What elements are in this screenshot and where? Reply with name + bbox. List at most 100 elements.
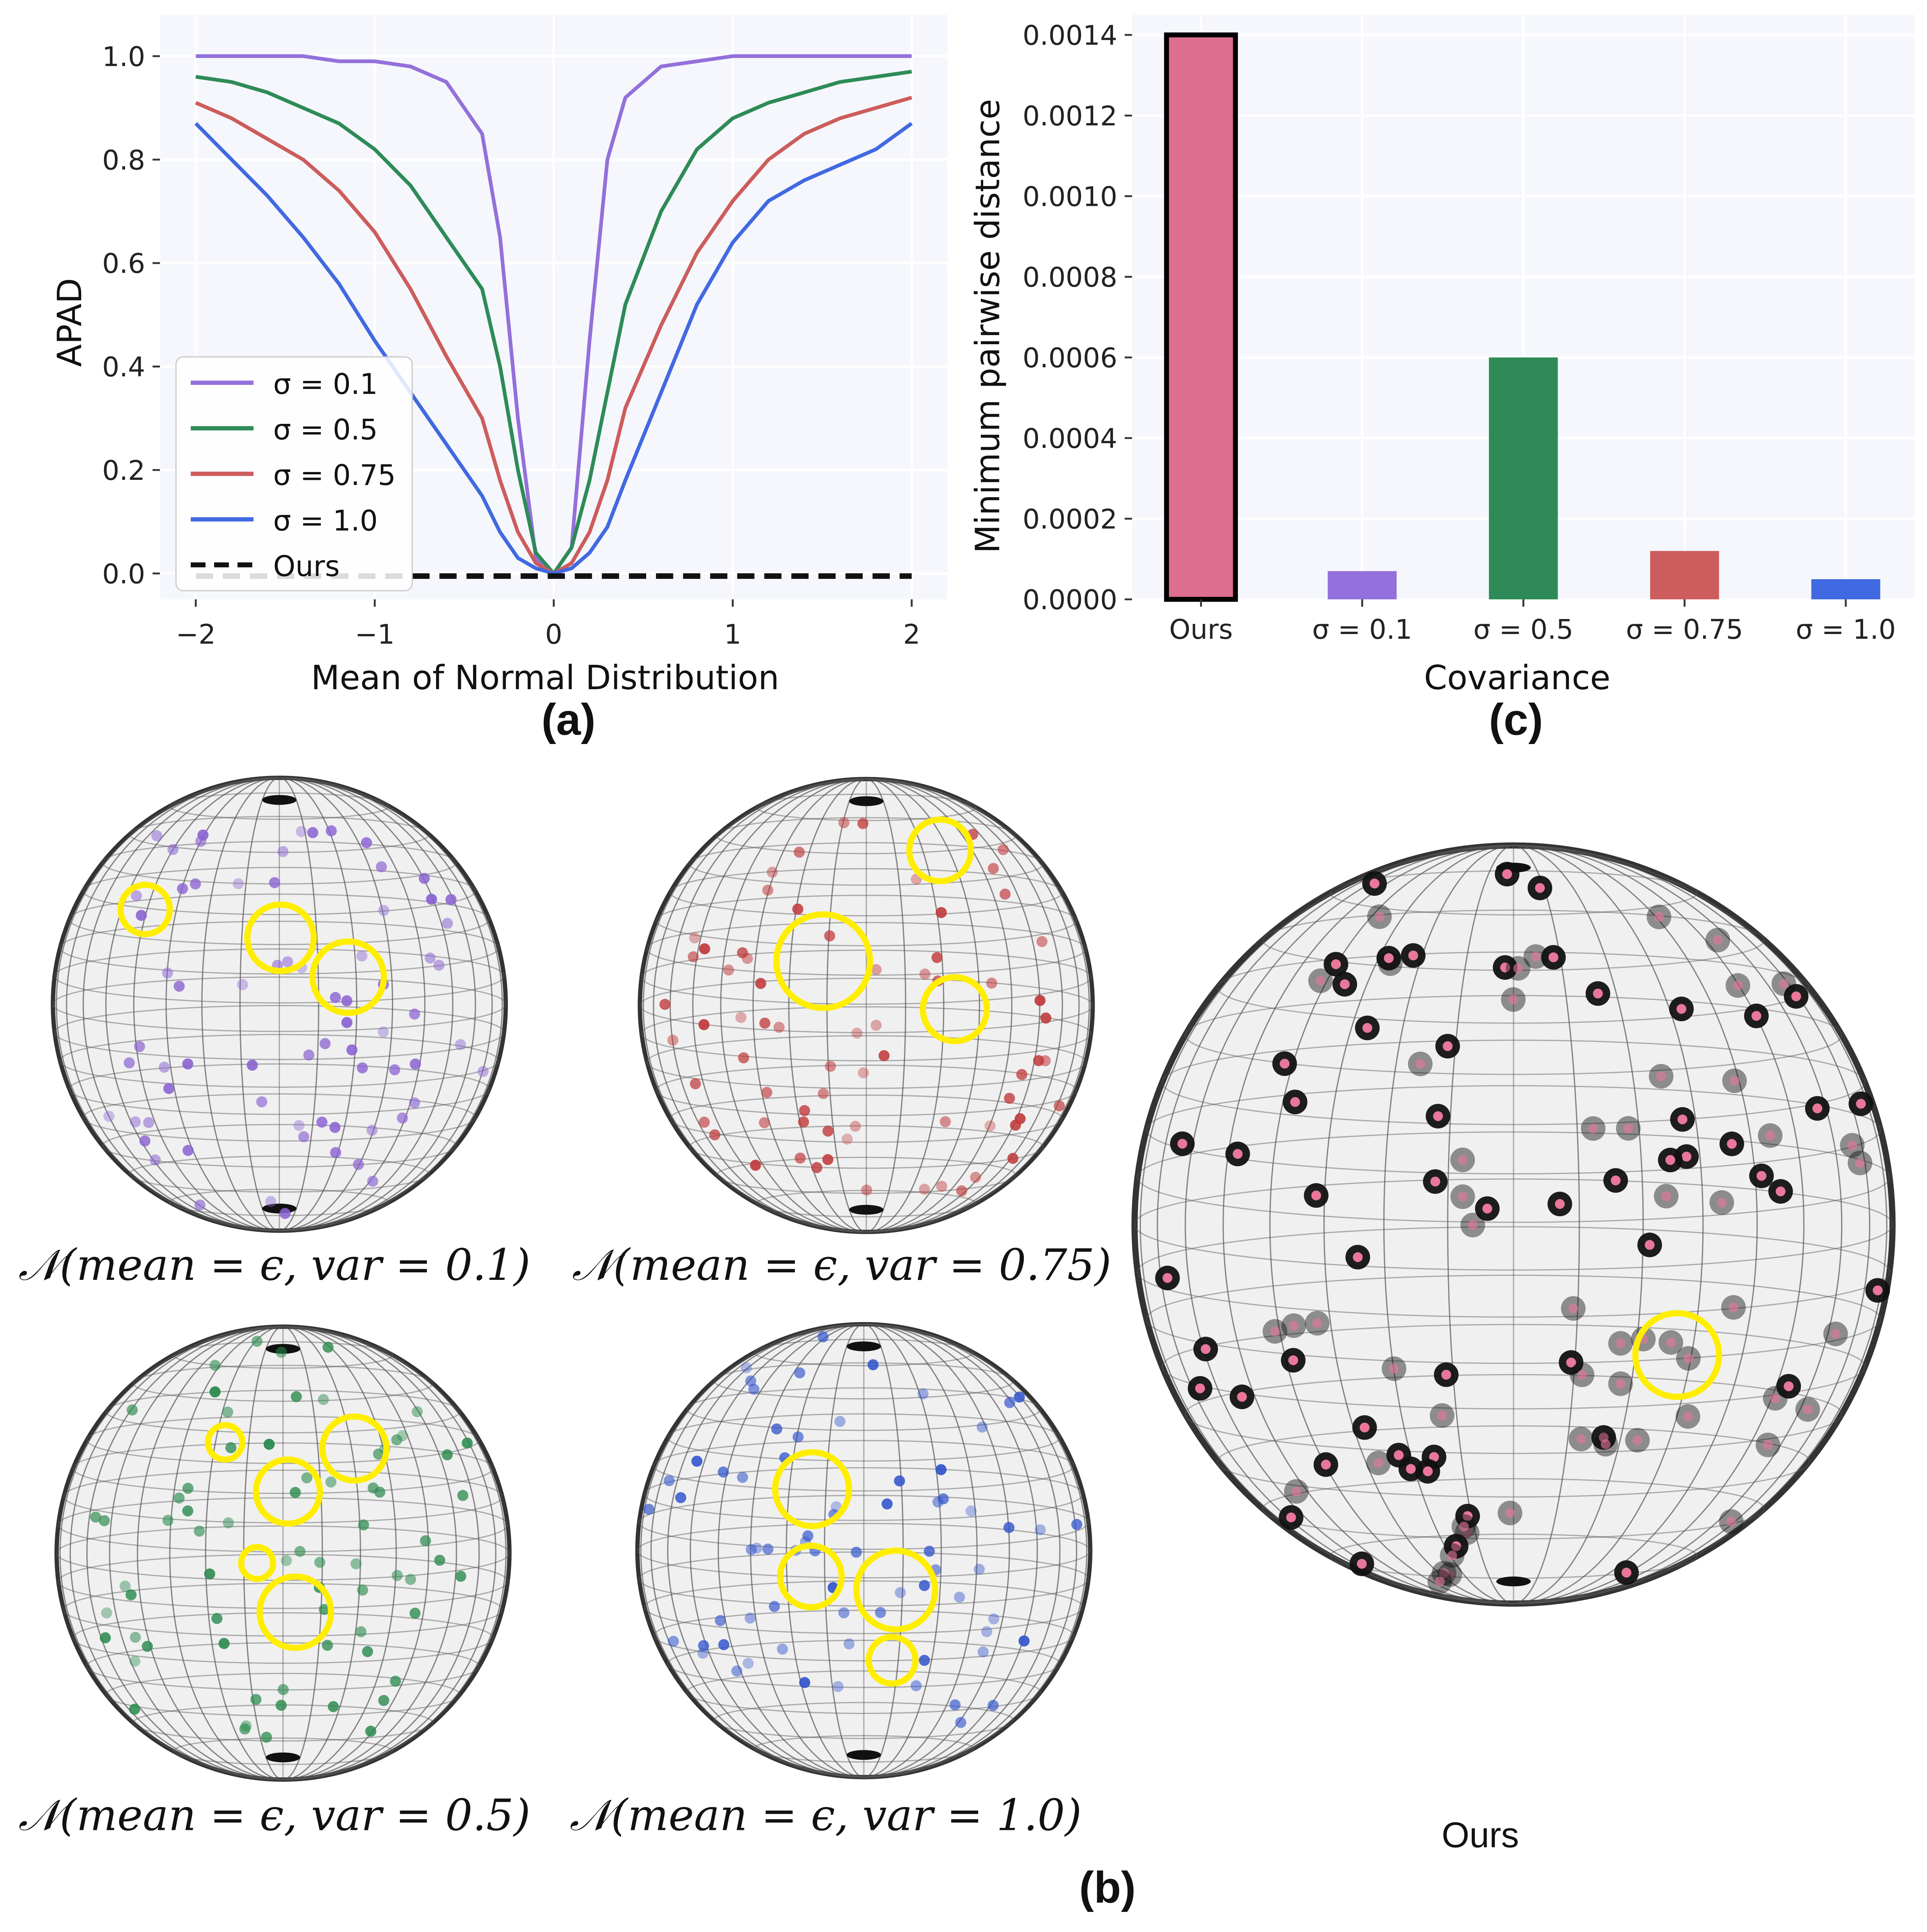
sample-point <box>919 1184 930 1195</box>
sample-point <box>690 1078 701 1089</box>
sample-point <box>353 1159 364 1170</box>
sphere-caption-var-0.1: 𝒩(mean = ϵ, var = 0.1) <box>19 1240 531 1290</box>
sample-point <box>1007 1152 1019 1164</box>
sample-point <box>293 1120 305 1131</box>
sample-point <box>777 1643 788 1655</box>
y-tick-label: 0.8 <box>102 145 145 176</box>
chart-a-y-ticks: 0.0 0.2 0.4 0.6 0.8 1.0 <box>102 41 160 590</box>
sample-point <box>341 1017 352 1028</box>
meridian <box>1185 845 1843 1604</box>
sample-point <box>794 1152 806 1164</box>
sample-point <box>136 910 147 921</box>
parallel <box>54 948 505 1004</box>
sample-point <box>769 1601 780 1612</box>
ours-point-core <box>1726 1516 1737 1527</box>
meridian <box>720 778 1013 1233</box>
sample-point <box>699 943 710 955</box>
sample-point <box>799 1105 810 1116</box>
sphere-caption-var-1.0: 𝒩(mean = ϵ, var = 1.0) <box>570 1790 1082 1840</box>
parallel <box>69 1063 490 1115</box>
legend-label-sigma-0.75: σ = 0.75 <box>273 459 396 492</box>
sample-point <box>290 1487 301 1498</box>
sample-point <box>425 952 436 964</box>
meridian <box>105 777 454 1231</box>
ours-point-core <box>1311 1190 1321 1201</box>
meridian <box>788 778 945 1233</box>
ours-point-core <box>1555 1199 1565 1209</box>
sample-point <box>984 1120 996 1132</box>
meridian <box>1185 845 1843 1604</box>
sphere-pole-bottom <box>849 1205 884 1215</box>
parallel <box>52 976 507 1032</box>
meridian <box>1383 845 1644 1604</box>
meridian <box>650 1323 1077 1778</box>
sample-point <box>239 1723 251 1735</box>
sample-point <box>1003 1522 1015 1533</box>
meridian <box>1447 845 1580 1604</box>
sphere-var-0.75 <box>637 777 1095 1234</box>
sample-point <box>218 1638 230 1649</box>
parallel <box>1146 1274 1881 1364</box>
ours-point-core <box>1423 1466 1433 1476</box>
ours-point-core <box>1716 1197 1727 1208</box>
parallel <box>1146 1085 1881 1175</box>
meridian <box>788 778 945 1233</box>
sample-point <box>367 1175 378 1187</box>
sphere-var-0.5 <box>54 1324 512 1782</box>
sample-point <box>954 1591 965 1603</box>
highlight-circle <box>256 1573 334 1651</box>
meridian <box>109 1326 457 1780</box>
ours-point-core <box>1447 1550 1457 1561</box>
sample-point <box>173 981 185 992</box>
parallel <box>1137 1131 1890 1223</box>
sample-point <box>861 1184 872 1196</box>
meridian <box>133 777 426 1231</box>
meridian <box>239 777 319 1231</box>
sample-point <box>328 1701 339 1712</box>
ours-point-core <box>1408 950 1418 960</box>
y-tick-label: 0.4 <box>102 352 145 383</box>
meridian <box>82 777 476 1231</box>
parallel <box>58 1497 509 1553</box>
sample-point <box>745 1375 757 1387</box>
parallel <box>716 817 1017 854</box>
meridian <box>653 778 1080 1233</box>
ours-point-core <box>1357 1559 1367 1569</box>
ours-point-core <box>1729 1076 1740 1086</box>
bar-1 <box>1327 571 1397 600</box>
meridian <box>1223 845 1805 1604</box>
ours-point-core <box>1232 1149 1243 1159</box>
sample-point <box>834 1416 846 1427</box>
sample-point <box>917 1388 929 1400</box>
sample-point <box>322 1341 334 1353</box>
sample-point <box>330 1147 341 1158</box>
sample-point <box>256 1096 268 1108</box>
meridian <box>56 777 503 1231</box>
ours-point-core <box>1331 959 1341 969</box>
sample-point <box>689 932 701 944</box>
meridian <box>205 1326 361 1780</box>
ours-point-core <box>1437 1410 1447 1421</box>
sample-point <box>209 1359 221 1371</box>
sample-point <box>355 1626 367 1637</box>
ours-point-core <box>1645 1240 1655 1250</box>
ours-point-core <box>1855 1158 1865 1168</box>
sample-point <box>182 1483 194 1494</box>
sample-point <box>151 830 162 841</box>
sample-point <box>190 878 201 890</box>
sample-point <box>1004 1093 1015 1104</box>
ours-point-core <box>1802 1404 1813 1415</box>
ours-point-core <box>1765 1130 1775 1141</box>
meridian <box>109 1326 457 1780</box>
highlight-circle <box>205 1422 246 1463</box>
sample-point <box>1016 1069 1027 1080</box>
sample-point <box>766 867 778 878</box>
parallel <box>686 1670 1042 1714</box>
sample-point <box>667 1035 678 1046</box>
sample-point <box>1040 1012 1051 1024</box>
sample-point <box>742 953 753 964</box>
ours-point-core <box>1576 1434 1586 1444</box>
ours-point-core <box>1654 912 1664 922</box>
sample-point <box>318 1394 329 1405</box>
sample-point <box>988 1613 999 1624</box>
